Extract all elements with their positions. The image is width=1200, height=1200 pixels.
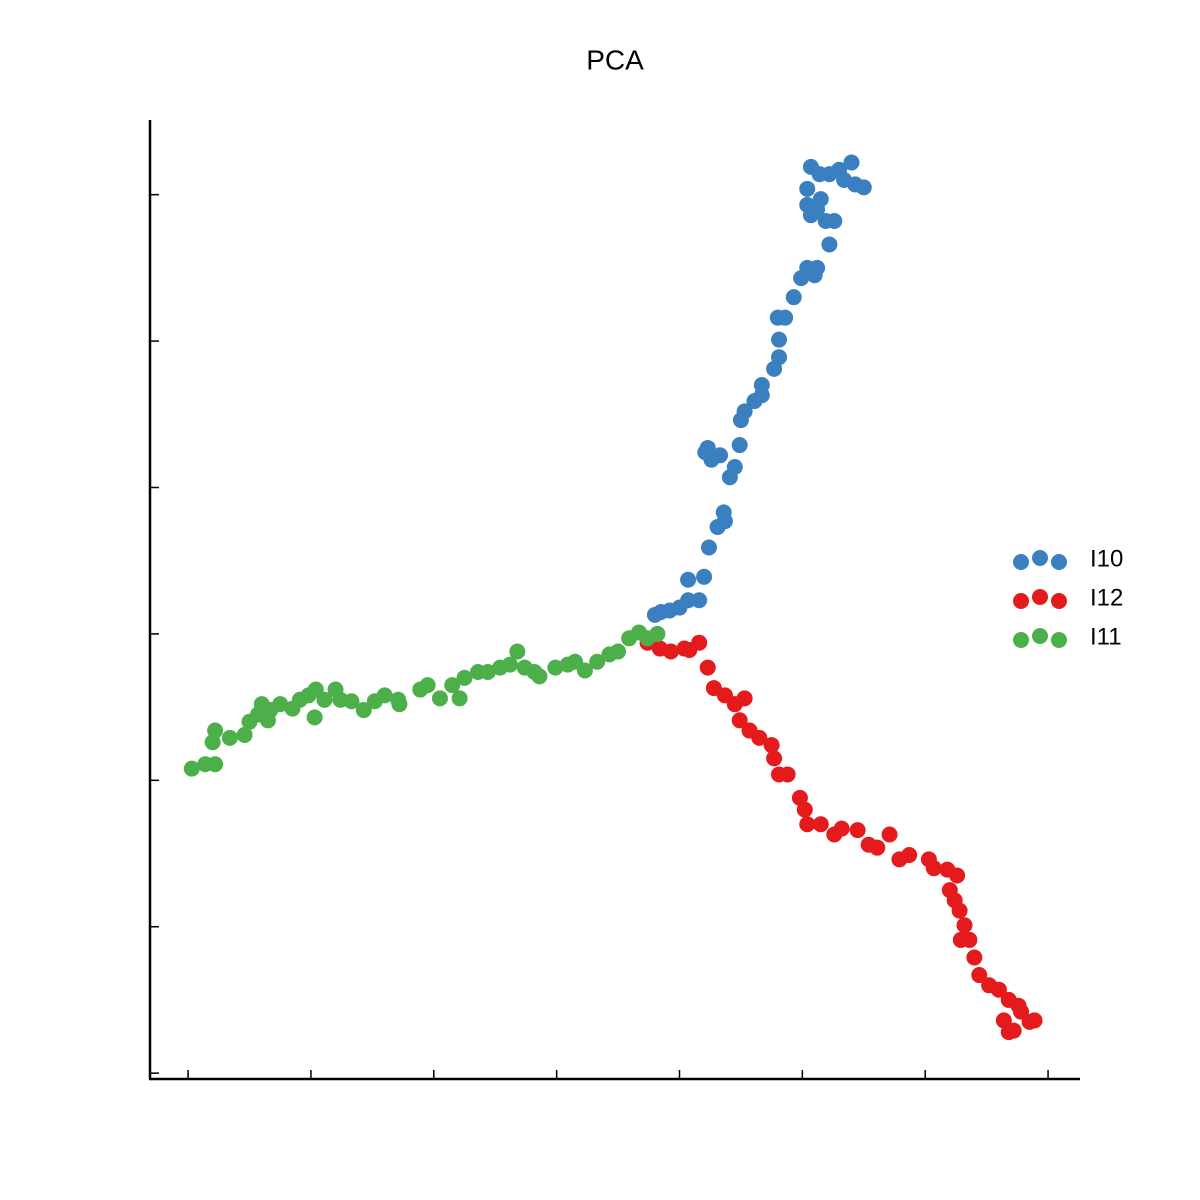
point [391, 696, 408, 713]
point [763, 737, 780, 754]
point [306, 709, 323, 726]
point [699, 439, 716, 456]
point [444, 677, 461, 694]
point [869, 839, 886, 856]
point [419, 677, 436, 694]
point [925, 860, 942, 877]
point [207, 756, 224, 773]
legend-marker [1032, 628, 1048, 644]
point [843, 154, 860, 171]
point [881, 826, 898, 843]
point [799, 180, 816, 197]
point [716, 513, 733, 530]
point [316, 691, 333, 708]
point [451, 690, 468, 707]
point [680, 592, 697, 609]
point [812, 191, 829, 208]
point [700, 539, 717, 556]
point [802, 158, 819, 175]
point [777, 309, 794, 326]
legend-marker [1051, 554, 1067, 570]
point [236, 726, 253, 743]
point [751, 729, 768, 746]
point [649, 625, 666, 642]
legend-marker [1013, 554, 1029, 570]
point [1000, 1024, 1017, 1041]
point [509, 643, 526, 660]
chart-title: PCA [586, 44, 644, 75]
point [691, 592, 708, 609]
point [699, 659, 716, 676]
point [966, 949, 983, 966]
point [971, 967, 988, 984]
point [806, 267, 823, 284]
point [796, 801, 813, 818]
legend-label: I12 [1090, 584, 1123, 611]
point [272, 696, 289, 713]
point [221, 729, 238, 746]
point [696, 568, 713, 585]
legend-marker [1032, 550, 1048, 566]
point [259, 712, 276, 729]
point [207, 722, 224, 739]
point [343, 693, 360, 710]
point [610, 643, 627, 660]
point [956, 917, 973, 934]
point [736, 403, 753, 420]
point [712, 447, 729, 464]
point [576, 662, 593, 679]
legend-marker [1051, 593, 1067, 609]
point [785, 289, 802, 306]
legend-label: I11 [1090, 623, 1122, 650]
point [680, 571, 697, 588]
point [855, 179, 872, 196]
point [771, 349, 788, 366]
legend-marker [1032, 589, 1048, 605]
point [826, 213, 843, 230]
point [766, 750, 783, 767]
point [183, 760, 200, 777]
point [949, 867, 966, 884]
point [736, 690, 753, 707]
point [547, 659, 564, 676]
point [431, 690, 448, 707]
point [990, 981, 1007, 998]
point [833, 820, 850, 837]
point [849, 822, 866, 839]
point [779, 766, 796, 783]
point [771, 331, 788, 348]
point [1013, 1003, 1030, 1020]
point [589, 653, 606, 670]
point [531, 668, 548, 685]
point [731, 712, 748, 729]
point [821, 236, 838, 253]
point [951, 902, 968, 919]
point [662, 643, 679, 660]
point [753, 377, 770, 394]
point [952, 931, 969, 948]
legend-label: I10 [1090, 545, 1123, 572]
point [355, 702, 372, 719]
point [731, 437, 748, 454]
point [681, 642, 698, 659]
point [479, 663, 496, 680]
point [901, 846, 918, 863]
legend-marker [1051, 632, 1067, 648]
legend-marker [1013, 593, 1029, 609]
point [501, 656, 518, 673]
point [799, 816, 816, 833]
point [812, 816, 829, 833]
legend-marker [1013, 632, 1029, 648]
point [726, 458, 743, 475]
point [376, 687, 393, 704]
point [1026, 1012, 1043, 1029]
point [456, 669, 473, 686]
